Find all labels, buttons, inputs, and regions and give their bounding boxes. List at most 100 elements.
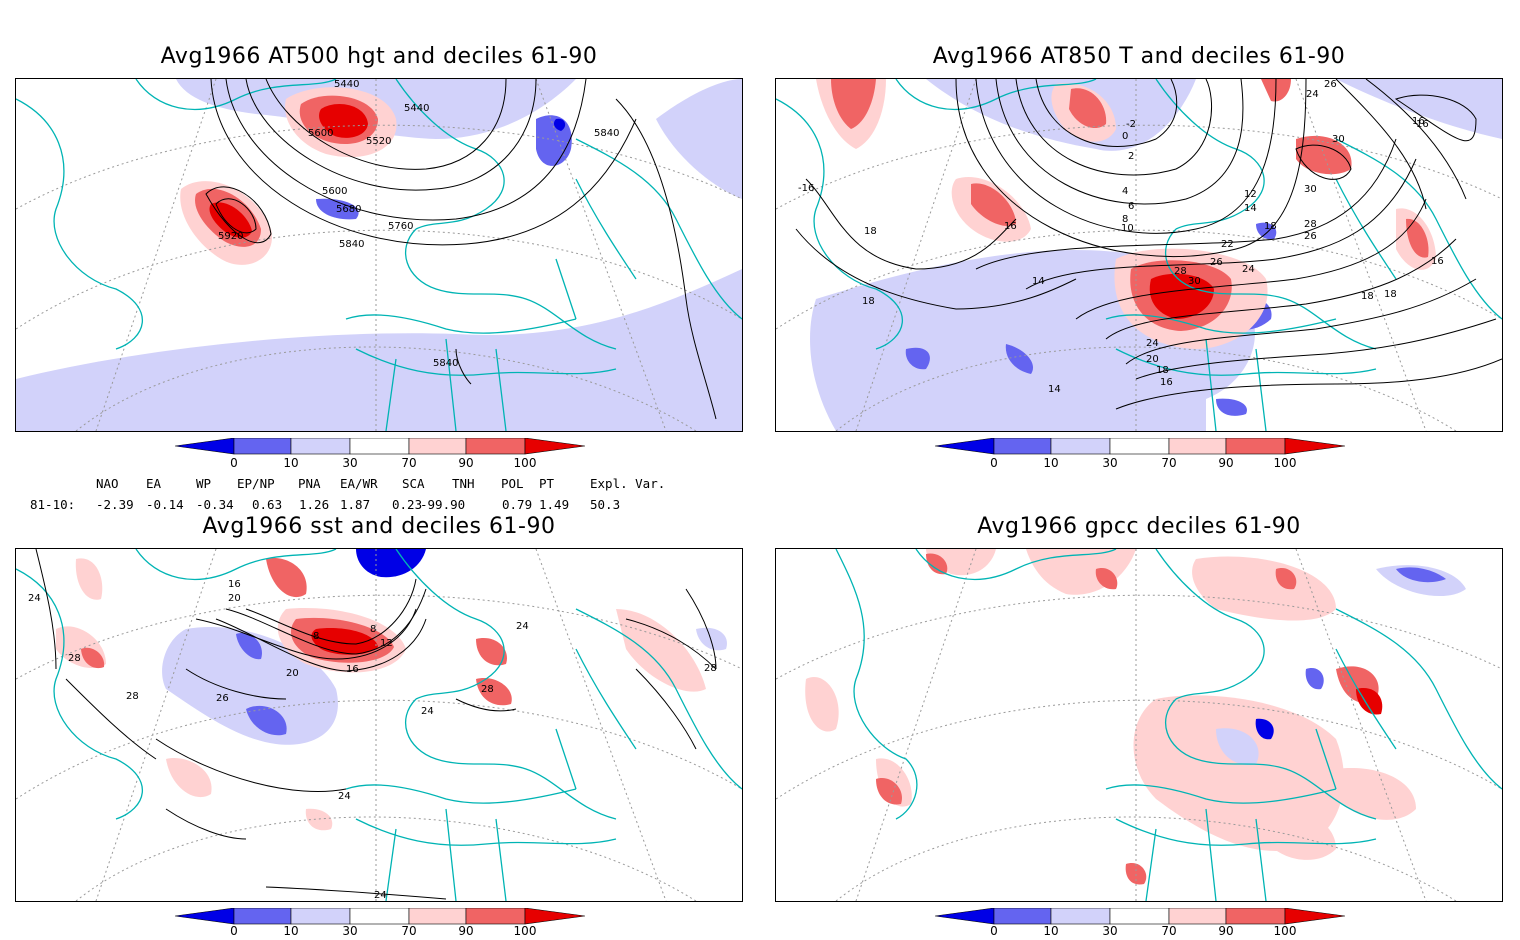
index-header: EA/WR bbox=[340, 476, 378, 491]
index-value: -0.34 bbox=[196, 497, 234, 512]
positive-shading-medium bbox=[476, 678, 512, 706]
positive-shading-strong bbox=[319, 104, 368, 138]
negative-shading-light bbox=[1216, 728, 1259, 765]
colorbar-tick: 0 bbox=[230, 456, 238, 470]
contour-label: 26 bbox=[1324, 79, 1337, 90]
index-value: 0.79 bbox=[502, 497, 533, 512]
positive-shading-medium bbox=[1356, 688, 1383, 715]
contour-label: 24 bbox=[1242, 264, 1255, 275]
contour-label: 12 bbox=[380, 638, 393, 649]
colorbar-segment bbox=[233, 437, 292, 455]
colorbar-svg bbox=[174, 437, 586, 455]
panel-2-title: Avg1966 AT850 T and deciles 61-90 bbox=[932, 44, 1346, 69]
contour-label: 5840 bbox=[433, 358, 458, 369]
colorbar-bottom-left: 0 10 30 70 90 100 bbox=[174, 907, 586, 940]
contour-label: 5520 bbox=[366, 136, 391, 147]
contour-label: 28 bbox=[68, 653, 81, 664]
positive-shading-light bbox=[305, 808, 333, 831]
colorbar-segment bbox=[1168, 437, 1227, 455]
index-header: WP bbox=[196, 476, 212, 491]
contour-label: 20 bbox=[1146, 354, 1159, 365]
colorbar-tick: 0 bbox=[990, 456, 998, 470]
colorbar-tick: 10 bbox=[1043, 456, 1059, 470]
index-header: TNH bbox=[452, 476, 475, 491]
index-row-label: 81-10: bbox=[30, 497, 76, 512]
colorbar-tick: 90 bbox=[1218, 456, 1234, 470]
index-header: PNA bbox=[298, 476, 321, 491]
contour-label: 10 bbox=[1121, 223, 1134, 234]
contour-label: 28 bbox=[481, 684, 494, 695]
positive-shading-medium bbox=[876, 778, 902, 805]
negative-shading-medium bbox=[1396, 567, 1446, 583]
positive-shading-medium bbox=[476, 638, 507, 666]
colorbar-segment bbox=[290, 907, 351, 925]
colorbar-tick: 100 bbox=[513, 456, 537, 470]
panel-1-map: 5440 5440 5600 5520 5840 5600 5680 5760 … bbox=[15, 78, 743, 432]
positive-shading-light bbox=[75, 558, 103, 600]
panel-4-map bbox=[775, 548, 1503, 902]
colorbar-tick: 100 bbox=[1273, 924, 1297, 938]
colorbar-segment bbox=[290, 437, 351, 455]
index-header: EP/NP bbox=[237, 476, 275, 491]
colorbar-segment bbox=[993, 907, 1052, 925]
colorbar-segment-max bbox=[524, 437, 586, 455]
contour-label: 16 bbox=[228, 579, 241, 590]
index-value: -2.39 bbox=[96, 497, 134, 512]
colorbar-segment bbox=[408, 907, 467, 925]
colorbar-segment bbox=[1225, 907, 1286, 925]
colorbar-segment-max bbox=[1284, 907, 1346, 925]
contour-label: 18 bbox=[1156, 365, 1169, 376]
colorbar-segment bbox=[408, 437, 467, 455]
contour-label: 18 bbox=[862, 296, 875, 307]
contour-label: 5680 bbox=[336, 204, 361, 215]
contour-label: 6 bbox=[1128, 201, 1134, 212]
contour-label: -16 bbox=[798, 183, 814, 194]
contour-label: 8 bbox=[313, 631, 319, 642]
contour-label: 5920 bbox=[218, 231, 243, 242]
negative-shading-medium bbox=[536, 115, 572, 166]
index-header: POL bbox=[501, 476, 524, 491]
positive-shading-medium bbox=[1406, 218, 1429, 258]
colorbar-segment-max bbox=[524, 907, 586, 925]
colorbar-tick: 100 bbox=[1273, 456, 1297, 470]
colorbar-segment bbox=[1225, 437, 1286, 455]
positive-shading-light bbox=[1026, 549, 1136, 595]
colorbar-tick: 30 bbox=[342, 924, 358, 938]
index-value: 1.87 bbox=[340, 497, 371, 512]
contour-label: 16 bbox=[1004, 221, 1017, 232]
colorbar-segment bbox=[1050, 907, 1111, 925]
index-header: SCA bbox=[402, 476, 425, 491]
contour-label: 22 bbox=[1221, 239, 1234, 250]
contour-label: 28 bbox=[1174, 266, 1187, 277]
colorbar-segment-max bbox=[1284, 437, 1346, 455]
contour-label: 16 bbox=[346, 664, 359, 675]
contour-label: 12 bbox=[1244, 189, 1257, 200]
index-header: Expl. Var. bbox=[590, 476, 666, 491]
contour-label: 5840 bbox=[339, 239, 364, 250]
index-value: 1.26 bbox=[299, 497, 330, 512]
positive-shading-light bbox=[1266, 808, 1336, 860]
contour-label: 14 bbox=[1048, 384, 1061, 395]
contour-label: 24 bbox=[516, 621, 529, 632]
positive-shading-strong bbox=[1149, 273, 1214, 319]
colorbar-svg bbox=[174, 907, 586, 925]
colorbar-tick: 70 bbox=[1161, 924, 1177, 938]
colorbar-tick: 10 bbox=[1043, 924, 1059, 938]
contour-label: 18 bbox=[1361, 291, 1374, 302]
contour-label: 20 bbox=[286, 668, 299, 679]
contour-label: 16 bbox=[1416, 119, 1429, 130]
colorbar-svg bbox=[934, 437, 1346, 455]
contour-label: 5600 bbox=[322, 186, 347, 197]
negative-shading-light bbox=[1336, 79, 1502, 139]
contour-label: 26 bbox=[1304, 231, 1317, 242]
colorbar-tick: 90 bbox=[458, 456, 474, 470]
positive-shading-light bbox=[1192, 556, 1336, 621]
panel-3-title: Avg1966 sst and deciles 61-90 bbox=[202, 514, 556, 539]
negative-shading-medium bbox=[1305, 668, 1324, 690]
positive-shading-strong bbox=[209, 202, 252, 238]
colorbar-top-left: 0 10 30 70 90 100 bbox=[174, 437, 586, 478]
positive-shading-light bbox=[1336, 768, 1416, 820]
colorbar-segment bbox=[349, 907, 410, 925]
positive-shading-strong bbox=[311, 628, 378, 655]
colorbar-tick: 10 bbox=[283, 924, 299, 938]
